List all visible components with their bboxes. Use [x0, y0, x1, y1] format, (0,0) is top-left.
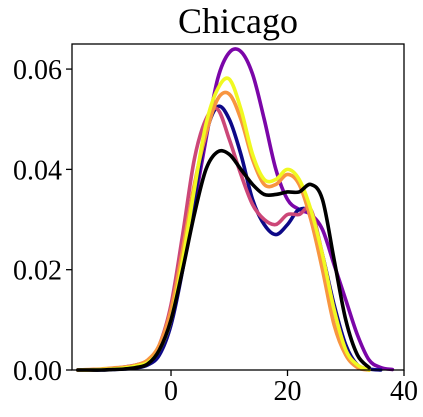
y-tick-label: 0.02 — [13, 256, 62, 287]
x-tick-label: 20 — [274, 376, 302, 407]
x-tick-label: 0 — [164, 376, 178, 407]
chart-title: Chicago — [178, 1, 298, 41]
y-tick-label: 0.06 — [13, 55, 62, 86]
y-tick-label: 0.04 — [13, 155, 62, 186]
x-tick-label: 40 — [390, 376, 418, 407]
y-tick-label: 0.00 — [13, 356, 62, 387]
density-line-4 — [76, 90, 371, 372]
density-line-6 — [76, 148, 371, 372]
series-layer — [76, 47, 395, 372]
plot-frame — [71, 43, 405, 371]
ticks-layer: 0 20 40 0.00 0.02 0.04 0.06 — [13, 55, 418, 407]
